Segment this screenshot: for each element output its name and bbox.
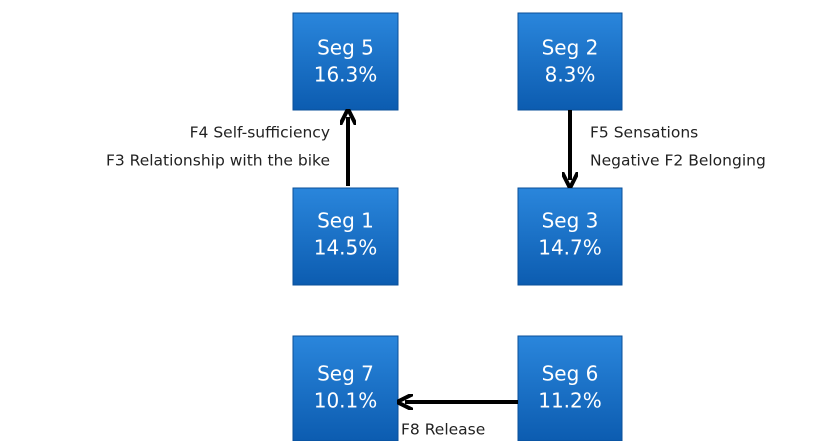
node-label: Seg 1 (317, 209, 374, 233)
node: Seg 5 16.3% (292, 12, 399, 111)
node-label: Seg 2 (542, 36, 599, 60)
node: Seg 7 10.1% (292, 335, 399, 441)
edge-label: F3 Relationship with the bike (106, 152, 330, 170)
node-label: Seg 5 (317, 36, 374, 60)
node-value: 11.2% (538, 389, 602, 413)
edge-label: F8 Release (401, 421, 485, 439)
node-value: 14.7% (538, 236, 602, 260)
node-value: 14.5% (314, 236, 378, 260)
node-label: Seg 7 (317, 362, 374, 386)
node-value: 10.1% (314, 389, 378, 413)
node-value: 16.3% (314, 63, 378, 87)
node-box (292, 335, 399, 441)
edge-label: Negative F2 Belonging (590, 152, 766, 170)
node-box (517, 187, 623, 286)
node: Seg 6 11.2% (517, 335, 623, 441)
node-label: Seg 6 (542, 362, 599, 386)
node-box (517, 12, 623, 111)
node: Seg 1 14.5% (292, 187, 399, 286)
node-box (517, 335, 623, 441)
edge-label: F4 Self-sufficiency (190, 124, 330, 142)
node-box (292, 187, 399, 286)
node-value: 8.3% (545, 63, 596, 87)
node: Seg 2 8.3% (517, 12, 623, 111)
node-label: Seg 3 (542, 209, 599, 233)
edge-label: F5 Sensations (590, 124, 698, 142)
node: Seg 3 14.7% (517, 187, 623, 286)
node-box (292, 12, 399, 111)
